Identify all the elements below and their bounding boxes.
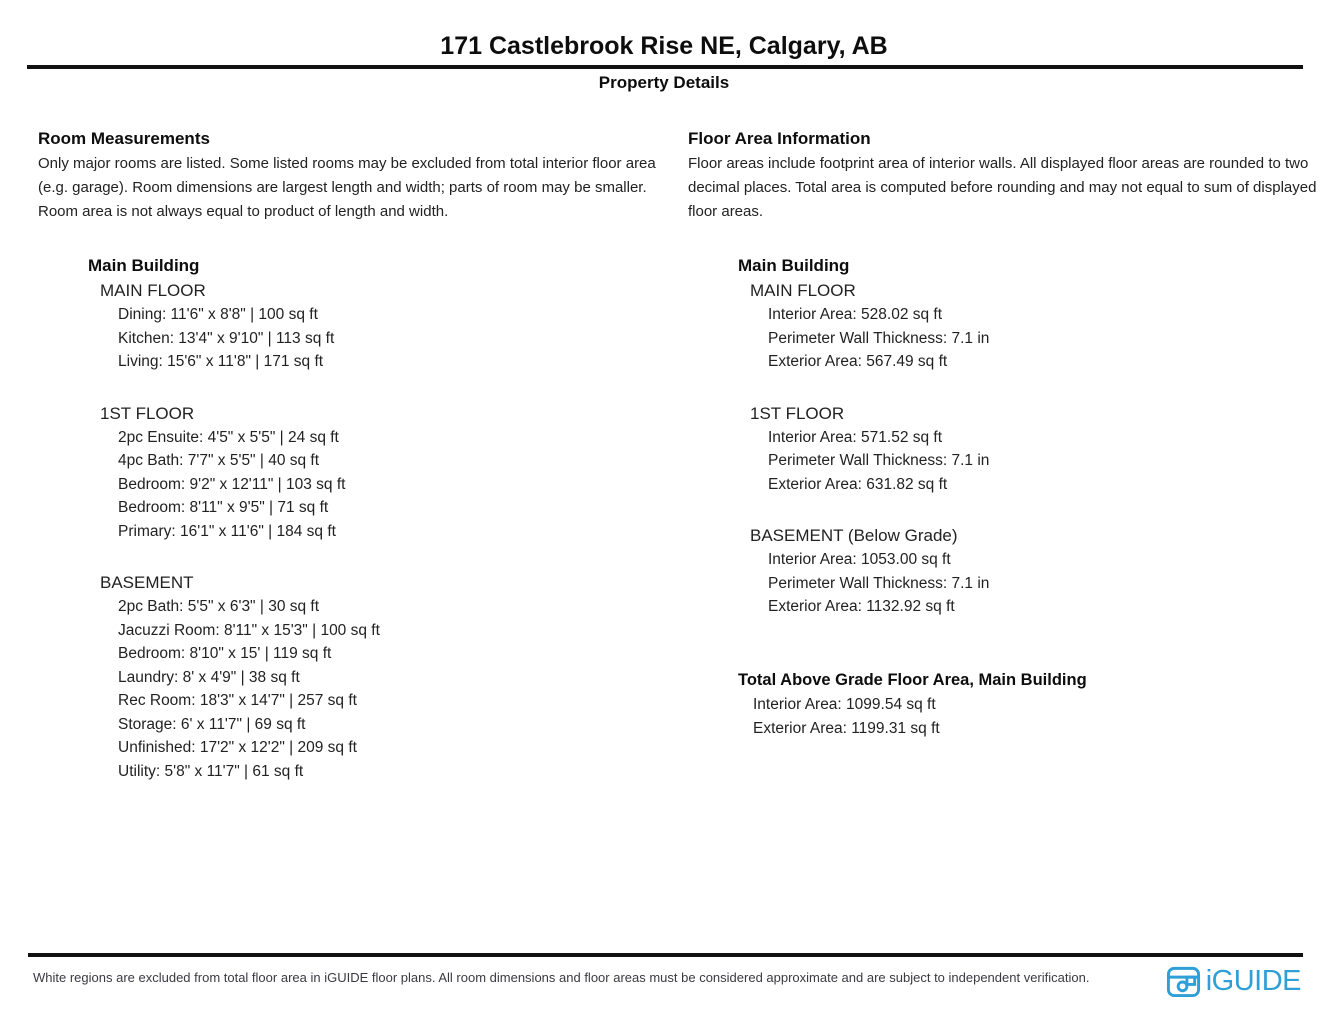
building-title: Main Building — [88, 256, 200, 275]
note-line: floor areas. — [688, 203, 764, 220]
floor-area-section: Floor Area Information Floor areas inclu… — [688, 128, 1328, 783]
area-group-1st-floor: 1ST FLOOR Interior Area: 571.52 sq ft Pe… — [750, 401, 1328, 497]
floor-name: BASEMENT (Below Grade) — [750, 526, 958, 545]
room-item: 2pc Ensuite: 4'5" x 5'5" | 24 sq ft — [118, 428, 339, 446]
floor-area-note: Floor areas include footprint area of in… — [688, 152, 1328, 224]
floor-name: 1ST FLOOR — [100, 403, 195, 423]
area-stat: Perimeter Wall Thickness: 7.1 in — [768, 574, 990, 592]
area-group-basement: BASEMENT (Below Grade) Interior Area: 10… — [750, 523, 1328, 619]
area-stat: Interior Area: 1099.54 sq ft — [753, 695, 936, 713]
note-line: (e.g. garage). Room dimensions are large… — [38, 179, 647, 196]
room-list: Dining: 11'6" x 8'8" | 100 sq ft Kitchen… — [100, 303, 688, 374]
room-item: Jacuzzi Room: 8'11" x 15'3" | 100 sq ft — [118, 621, 380, 639]
footer-row: White regions are excluded from total fl… — [28, 960, 1303, 999]
room-list: 2pc Bath: 5'5" x 6'3" | 30 sq ft Jacuzzi… — [100, 595, 688, 783]
room-item: Laundry: 8' x 4'9" | 38 sq ft — [118, 668, 300, 686]
area-stat: Perimeter Wall Thickness: 7.1 in — [768, 329, 990, 347]
room-item: Bedroom: 8'11" x 9'5" | 71 sq ft — [118, 499, 329, 516]
total-above-grade-heading: Total Above Grade Floor Area, Main Build… — [738, 670, 1087, 689]
footer-disclaimer: White regions are excluded from total fl… — [33, 970, 1090, 985]
room-item: Bedroom: 9'2" x 12'11" | 103 sq ft — [118, 475, 346, 493]
room-item: Kitchen: 13'4" x 9'10" | 113 sq ft — [118, 329, 335, 347]
page-title: 171 Castlebrook Rise NE, Calgary, AB — [440, 32, 888, 60]
floor-name: 1ST FLOOR — [750, 403, 845, 423]
floor-name: MAIN FLOOR — [750, 281, 856, 300]
area-stat: Perimeter Wall Thickness: 7.1 in — [768, 452, 990, 469]
total-stat-list: Interior Area: 1099.54 sq ft Exterior Ar… — [738, 693, 1328, 741]
iguide-logo: iGUIDE — [1166, 964, 1302, 999]
room-measurements-section: Room Measurements Only major rooms are l… — [0, 128, 688, 783]
area-stat: Exterior Area: 1199.31 sq ft — [753, 719, 940, 737]
total-above-grade-block: Total Above Grade Floor Area, Main Build… — [738, 668, 1328, 741]
floor-area-heading: Floor Area Information — [688, 129, 871, 148]
room-item: Storage: 6' x 11'7" | 69 sq ft — [118, 715, 306, 733]
note-line: Floor areas include footprint area of in… — [688, 155, 1309, 172]
room-list: 2pc Ensuite: 4'5" x 5'5" | 24 sq ft 4pc … — [100, 426, 688, 544]
area-stat: Interior Area: 571.52 sq ft — [768, 428, 943, 446]
content-columns: Room Measurements Only major rooms are l… — [0, 128, 1328, 783]
room-item: Dining: 11'6" x 8'8" | 100 sq ft — [118, 306, 318, 323]
room-measurements-heading: Room Measurements — [38, 129, 210, 148]
header-divider — [27, 65, 1303, 69]
footer-divider — [28, 953, 1303, 957]
area-stat: Exterior Area: 567.49 sq ft — [768, 353, 948, 370]
building-title: Main Building — [738, 256, 850, 275]
room-item: Unfinished: 17'2" x 12'2" | 209 sq ft — [118, 739, 357, 756]
note-line: decimal places. Total area is computed b… — [688, 179, 1317, 196]
room-item: Bedroom: 8'10" x 15' | 119 sq ft — [118, 645, 332, 662]
area-stat-list: Interior Area: 528.02 sq ft Perimeter Wa… — [750, 303, 1328, 374]
page-footer: White regions are excluded from total fl… — [28, 953, 1303, 999]
area-stat: Interior Area: 1053.00 sq ft — [768, 551, 951, 568]
iguide-logo-text: iGUIDE — [1205, 965, 1302, 997]
area-stat-list: Interior Area: 1053.00 sq ft Perimeter W… — [750, 548, 1328, 619]
room-item: Utility: 5'8" x 11'7" | 61 sq ft — [118, 762, 304, 780]
room-item: 2pc Bath: 5'5" x 6'3" | 30 sq ft — [118, 598, 320, 615]
note-line: Room area is not always equal to product… — [38, 203, 449, 220]
area-stat: Exterior Area: 631.82 sq ft — [768, 475, 948, 493]
note-line: Only major rooms are listed. Some listed… — [38, 155, 656, 172]
area-group-main-floor: MAIN FLOOR Interior Area: 528.02 sq ft P… — [750, 278, 1328, 374]
room-item: 4pc Bath: 7'7" x 5'5" | 40 sq ft — [118, 452, 320, 469]
floor-group-1st-floor: 1ST FLOOR 2pc Ensuite: 4'5" x 5'5" | 24 … — [100, 401, 688, 544]
area-stat: Interior Area: 528.02 sq ft — [768, 306, 943, 323]
room-item: Primary: 16'1" x 11'6" | 184 sq ft — [118, 522, 336, 540]
room-measurements-note: Only major rooms are listed. Some listed… — [38, 152, 688, 224]
camera-icon — [1166, 966, 1200, 998]
room-item: Rec Room: 18'3" x 14'7" | 257 sq ft — [118, 692, 357, 709]
floor-name: MAIN FLOOR — [100, 281, 206, 300]
floor-group-main-floor: MAIN FLOOR Dining: 11'6" x 8'8" | 100 sq… — [100, 278, 688, 374]
page-subtitle: Property Details — [598, 73, 730, 92]
floor-group-basement: BASEMENT 2pc Bath: 5'5" x 6'3" | 30 sq f… — [100, 570, 688, 783]
room-item: Living: 15'6" x 11'8" | 171 sq ft — [118, 353, 324, 370]
area-stat: Exterior Area: 1132.92 sq ft — [768, 598, 955, 615]
area-stat-list: Interior Area: 571.52 sq ft Perimeter Wa… — [750, 426, 1328, 497]
floor-name: BASEMENT — [100, 573, 194, 592]
